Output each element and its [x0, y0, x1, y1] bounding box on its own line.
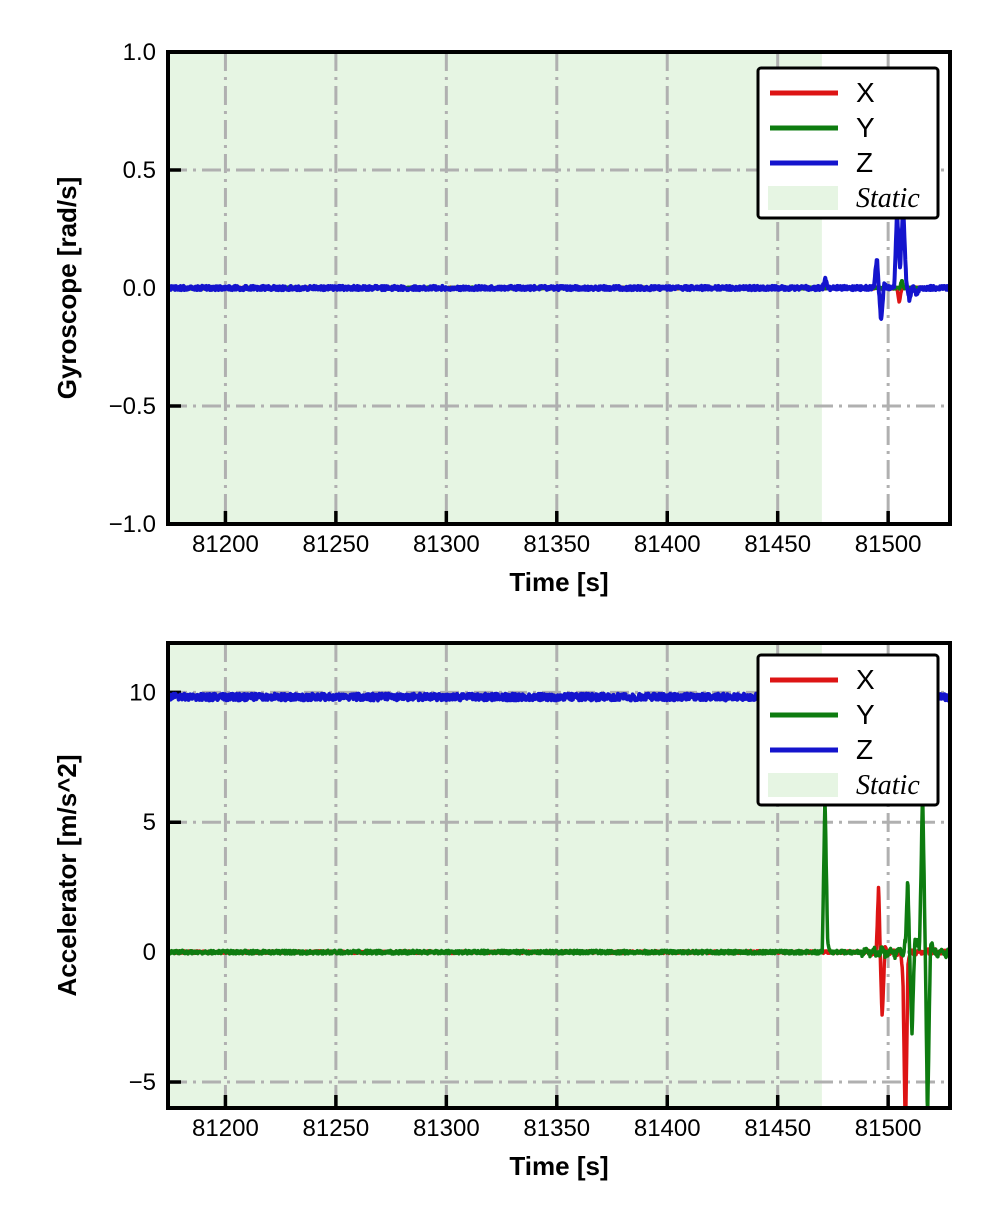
legend-swatch-static [768, 186, 838, 210]
x-axis-tick-label: 81450 [744, 531, 811, 558]
legend-box [756, 653, 940, 807]
x-axis-title: Time [s] [509, 567, 608, 597]
x-axis-tick-label: 81400 [634, 531, 701, 558]
y-axis-tick-label: −0.5 [109, 393, 156, 420]
series-y-line [168, 793, 950, 1108]
accelerator-chart: 81200 81250 81300 81350 81400 81450 81500 10 5 0 −… [52, 641, 952, 1181]
x-axis-tick-label: 81300 [413, 531, 480, 558]
legend: XYZ Static [756, 66, 940, 220]
y-axis-tick-label: −1.0 [109, 511, 156, 538]
x-axis-tick-label: 81350 [523, 531, 590, 558]
legend-label-static: Static [856, 183, 920, 214]
y-axis-title: Accelerator [m/s^2] [52, 754, 82, 996]
static-region [168, 643, 822, 1108]
x-axis-tick-label: 81450 [744, 1115, 811, 1142]
x-axis-tick-label: 81350 [523, 1115, 590, 1142]
legend-label-y: Y [856, 699, 875, 730]
legend-label-static: Static [856, 770, 920, 801]
legend: XYZ Static [756, 653, 940, 807]
axes-spines [166, 641, 952, 1110]
x-axis-tick-label: 81300 [413, 1115, 480, 1142]
y-axis-tick-label: 0 [143, 939, 156, 966]
x-axis-tick-label: 81200 [192, 1115, 259, 1142]
series-z-line [168, 205, 950, 321]
y-axis-tick-label: 0.0 [123, 275, 156, 302]
x-axis-tick-label: 81500 [855, 531, 922, 558]
x-axis-tick-label: 81500 [855, 1115, 922, 1142]
x-axis-tick-label: 81400 [634, 1115, 701, 1142]
legend-box [756, 66, 940, 220]
axes-spines [166, 50, 952, 526]
legend-label-y: Y [856, 112, 875, 143]
y-axis-tick-label: −5 [129, 1069, 156, 1096]
legend-label-x: X [856, 77, 875, 108]
gyroscope-chart: 81200 81250 81300 81350 81400 81450 81500 1.0 0.… [52, 39, 952, 597]
x-axis-tick-label: 81250 [303, 531, 370, 558]
legend-label-x: X [856, 664, 875, 695]
x-axis-tick-label: 81200 [192, 531, 259, 558]
x-axis-tick-label: 81250 [303, 1115, 370, 1142]
legend-label-z: Z [856, 147, 873, 178]
x-axis-title: Time [s] [509, 1151, 608, 1181]
y-axis-tick-label: 10 [129, 679, 156, 706]
y-axis-tick-label: 1.0 [123, 39, 156, 66]
series-group [168, 205, 950, 321]
legend-swatch-static [768, 773, 838, 797]
y-axis-tick-label: 5 [143, 809, 156, 836]
legend-label-z: Z [856, 734, 873, 765]
y-axis-title: Gyroscope [rad/s] [52, 177, 82, 400]
y-axis-tick-label: 0.5 [123, 157, 156, 184]
